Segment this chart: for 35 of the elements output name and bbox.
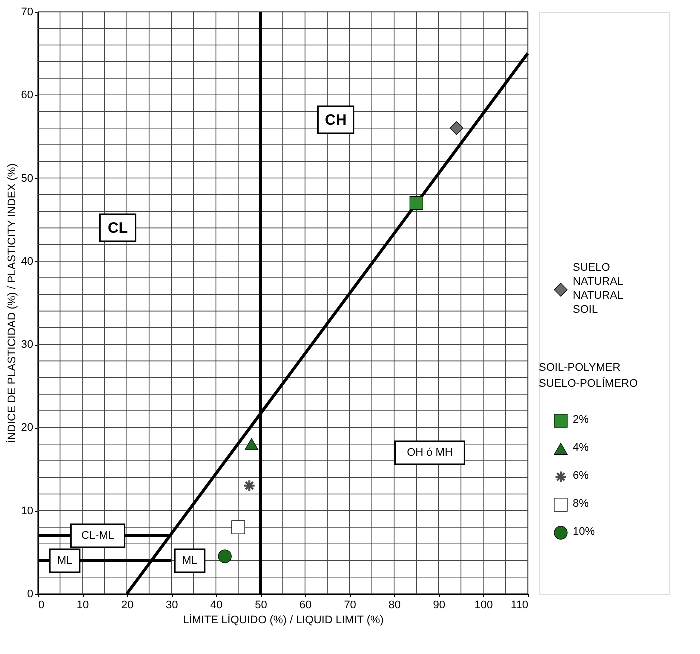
x-tick-label: 70 — [344, 600, 356, 612]
annotation: CL-ML — [81, 530, 115, 542]
y-tick-label: 20 — [21, 422, 34, 434]
y-tick-label: 0 — [27, 588, 34, 600]
y-tick-label: 30 — [21, 339, 34, 352]
x-tick-label: 100 — [474, 600, 494, 612]
x-tick-label: 50 — [255, 600, 268, 612]
x-tick-label: 110 — [510, 600, 528, 612]
annotation: ML — [57, 555, 73, 567]
annotation: ML — [182, 555, 198, 567]
y-tick-label: 60 — [21, 90, 34, 102]
legend-label: 4% — [573, 442, 590, 454]
x-tick-label: 60 — [300, 600, 312, 612]
legend-label: 10% — [573, 526, 596, 538]
annotation: CL — [108, 220, 128, 237]
legend-label: 2% — [573, 414, 590, 426]
y-tick-label: 50 — [21, 172, 34, 185]
y-axis-title: ÍNDICE DE PLASTICIDAD (%) / PLASTICITY INDEX (%) — [5, 164, 18, 444]
x-tick-label: 40 — [210, 600, 223, 612]
y-tick-label: 40 — [21, 256, 34, 268]
legend-label: SUELO NATURAL NATURAL SOIL — [573, 262, 624, 316]
x-tick-label: 10 — [76, 600, 90, 612]
y-tick-label: 70 — [21, 6, 34, 18]
legend-label: 8% — [573, 498, 590, 510]
x-tick-label: 90 — [433, 600, 446, 612]
legend-label: 6% — [573, 470, 590, 482]
x-tick-label: 30 — [166, 600, 178, 612]
legend-title: SOIL-POLYMER SUELO-POLÍMERO — [539, 362, 638, 390]
x-tick-label: 0 — [38, 600, 45, 612]
x-axis-title: LÍMITE LÍQUIDO (%) / LIQUID LIMIT (%) — [183, 614, 384, 626]
annotation: CH — [325, 112, 347, 129]
x-tick-label: 80 — [388, 600, 401, 612]
x-tick-label: 20 — [121, 600, 134, 612]
annotation: OH ó MH — [407, 447, 453, 459]
y-tick-label: 10 — [21, 505, 34, 518]
